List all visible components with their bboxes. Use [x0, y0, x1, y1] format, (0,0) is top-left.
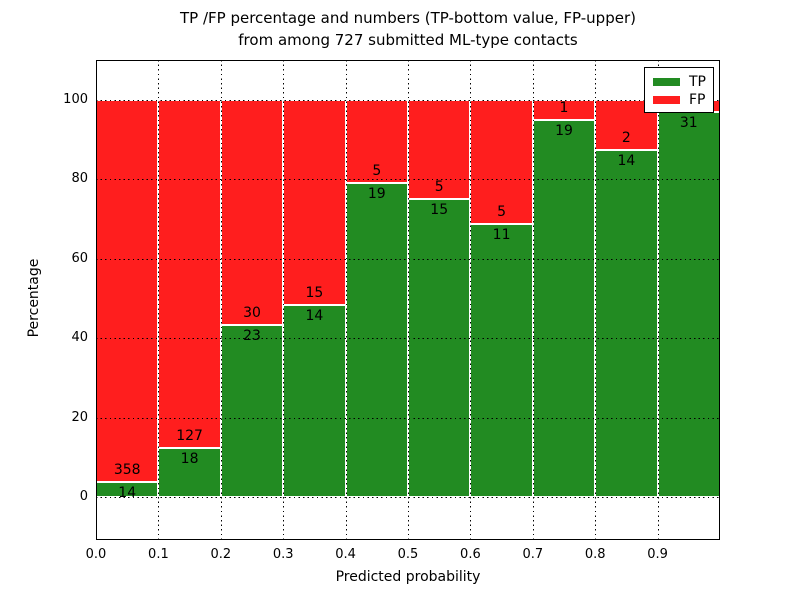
bar-segment-tp: [283, 305, 346, 497]
tp-count-label: 14: [617, 152, 636, 169]
legend-label-tp: TP: [689, 74, 706, 90]
tp-count-label: 14: [118, 485, 137, 502]
x-tick-label: 0.9: [647, 547, 668, 562]
plot-area: 358141271830231514519515511119214131 TP …: [96, 60, 720, 540]
y-tick-label: 0: [79, 489, 88, 504]
legend-item-fp: FP: [653, 91, 713, 109]
v-gridline: [408, 60, 409, 540]
tp-count-label: 15: [430, 202, 449, 219]
y-tick-label: 40: [71, 330, 88, 346]
y-tick-label: 100: [63, 92, 88, 107]
x-tick-label: 0.4: [335, 547, 356, 562]
v-gridline: [657, 60, 659, 540]
x-axis-label: Predicted probability: [335, 569, 481, 585]
bar-segment-fp: [470, 100, 533, 225]
legend-swatch-fp: [653, 96, 680, 104]
v-gridline: [345, 60, 347, 540]
v-gridline: [220, 60, 222, 540]
bars-layer: [96, 60, 720, 540]
y-axis-label: Percentage: [26, 258, 42, 338]
v-gridline: [532, 60, 534, 540]
tp-count-label: 19: [367, 185, 386, 202]
x-tick-label: 0.6: [460, 547, 481, 562]
x-tick-label: 0.5: [397, 547, 419, 562]
tp-count-label: 31: [679, 115, 698, 132]
legend-item-tp: TP: [653, 73, 713, 91]
v-gridline: [470, 60, 472, 540]
x-tick-label: 0.7: [522, 547, 544, 562]
bar-segment-tp: [345, 182, 408, 497]
chart-title-line2: from among 727 submitted ML-type contact…: [238, 31, 578, 49]
grid-layer: [96, 60, 720, 540]
fp-count-label: 2: [621, 129, 631, 146]
bar-segment-tp: [595, 149, 658, 497]
legend-label-fp: FP: [689, 92, 706, 108]
v-gridline: [595, 60, 597, 540]
bar-segment-tp: [657, 112, 720, 497]
fp-count-label: 5: [497, 204, 507, 221]
tp-count-label: 18: [180, 450, 199, 467]
bar-segment-fp: [158, 100, 221, 448]
fp-count-label: 127: [176, 427, 203, 444]
y-tick-label: 60: [71, 250, 88, 266]
chart-title-line1: TP /FP percentage and numbers (TP-bottom…: [180, 9, 636, 27]
y-tick-label: 80: [71, 171, 88, 187]
bar-segment-tp: [532, 119, 596, 497]
fp-count-label: 5: [434, 179, 444, 196]
tp-count-label: 14: [305, 308, 324, 325]
legend-swatch-tp: [653, 78, 680, 86]
legend: TP FP: [644, 67, 714, 113]
fp-count-label: 5: [372, 162, 382, 179]
x-tick-label: 0.0: [85, 547, 107, 562]
x-tick-label: 0.8: [584, 547, 606, 562]
v-gridline: [158, 60, 160, 540]
x-tick-label: 0.2: [210, 547, 232, 562]
fp-count-label: 358: [113, 462, 141, 479]
v-gridline: [283, 60, 285, 540]
tp-count-label: 19: [555, 122, 573, 139]
tp-count-label: 11: [492, 227, 511, 244]
y-tick-label: 20: [71, 409, 88, 425]
fp-count-label: 15: [305, 285, 324, 302]
fp-count-label: 1: [559, 99, 569, 116]
x-tick-label: 0.1: [148, 547, 169, 562]
bar-segment-tp: [158, 447, 221, 497]
tp-count-label: 23: [243, 327, 261, 344]
bar-labels-layer: 358141271830231514519515511119214131: [96, 60, 720, 540]
x-tick-label: 0.3: [272, 547, 294, 562]
fp-count-label: 30: [243, 304, 261, 321]
chart-title: TP /FP percentage and numbers (TP-bottom…: [96, 7, 720, 51]
